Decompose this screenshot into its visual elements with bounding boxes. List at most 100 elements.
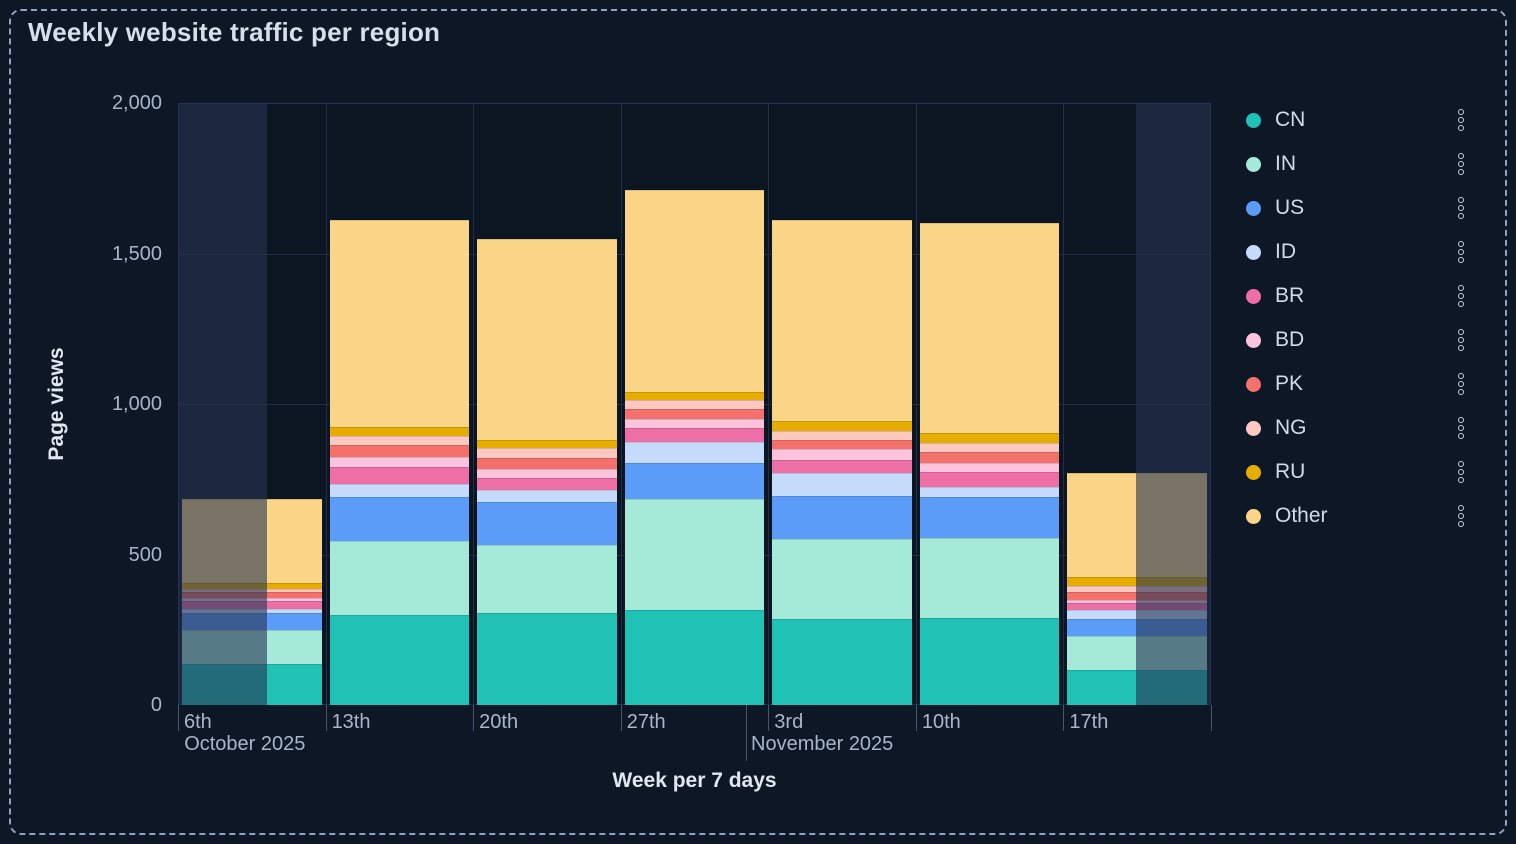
bar-segment-ru[interactable]	[477, 440, 617, 448]
bar-segment-ru[interactable]	[329, 426, 470, 436]
legend-item-ng[interactable]: NG	[1246, 406, 1464, 450]
legend-label: BD	[1275, 328, 1305, 351]
legend-item-pk[interactable]: PK	[1246, 362, 1464, 406]
bar-segment-ru[interactable]	[1067, 577, 1207, 587]
bar-segment-in[interactable]	[477, 545, 617, 614]
bar-week-6th[interactable]	[182, 498, 322, 705]
bar-segment-ng[interactable]	[919, 443, 1060, 453]
bar-segment-br[interactable]	[624, 428, 765, 442]
bar-segment-cn[interactable]	[477, 613, 617, 705]
bar-week-10th[interactable]	[919, 223, 1060, 705]
bar-segment-us[interactable]	[772, 495, 912, 540]
bar-segment-ru[interactable]	[919, 432, 1060, 444]
legend-dot	[1246, 376, 1261, 392]
bar-segment-id[interactable]	[1067, 610, 1207, 620]
bar-segment-bd[interactable]	[772, 449, 912, 460]
drag-handle-icon[interactable]	[1458, 417, 1464, 439]
x-axis-tick	[325, 705, 327, 731]
bar-segment-cn[interactable]	[624, 610, 765, 705]
bar-segment-ru[interactable]	[624, 392, 765, 400]
legend-item-in[interactable]: IN	[1246, 142, 1464, 186]
legend-item-other[interactable]: Other	[1246, 494, 1464, 538]
bar-segment-other[interactable]	[329, 220, 470, 427]
bar-segment-bd[interactable]	[477, 468, 617, 478]
drag-handle-icon[interactable]	[1458, 373, 1464, 395]
bar-segment-bd[interactable]	[329, 456, 470, 468]
bar-segment-pk[interactable]	[329, 444, 470, 457]
bar-segment-pk[interactable]	[624, 408, 765, 420]
drag-handle-icon[interactable]	[1458, 109, 1464, 131]
bar-segment-pk[interactable]	[477, 458, 617, 469]
legend-item-br[interactable]: BR	[1246, 274, 1464, 318]
legend-label: PK	[1275, 372, 1304, 395]
bar-segment-br[interactable]	[1067, 602, 1207, 611]
bar-segment-other[interactable]	[919, 223, 1060, 433]
bar-week-20th[interactable]	[477, 238, 617, 705]
drag-handle-icon[interactable]	[1458, 505, 1464, 527]
legend-label: RU	[1275, 460, 1306, 483]
legend-dot	[1246, 508, 1261, 524]
bar-segment-br[interactable]	[772, 459, 912, 474]
legend-dot	[1246, 200, 1261, 216]
bar-segment-us[interactable]	[477, 501, 617, 546]
bar-segment-id[interactable]	[919, 486, 1060, 498]
bar-segment-ng[interactable]	[624, 399, 765, 409]
legend-item-ru[interactable]: RU	[1246, 450, 1464, 494]
bar-segment-br[interactable]	[182, 601, 322, 609]
bar-segment-pk[interactable]	[1067, 592, 1207, 600]
bar-week-17th[interactable]	[1067, 473, 1207, 705]
bar-segment-other[interactable]	[1067, 473, 1207, 578]
bar-segment-cn[interactable]	[1067, 670, 1207, 705]
bar-segment-br[interactable]	[477, 477, 617, 490]
bar-segment-in[interactable]	[772, 539, 912, 620]
bar-segment-id[interactable]	[477, 489, 617, 502]
legend-label: US	[1275, 196, 1305, 219]
bar-segment-pk[interactable]	[919, 452, 1060, 463]
bar-segment-us[interactable]	[182, 613, 322, 630]
legend-item-bd[interactable]: BD	[1246, 318, 1464, 362]
bar-segment-other[interactable]	[477, 238, 617, 441]
bar-segment-other[interactable]	[624, 190, 765, 393]
bar-segment-in[interactable]	[329, 540, 470, 615]
bar-segment-in[interactable]	[182, 629, 322, 665]
bar-segment-ng[interactable]	[772, 431, 912, 441]
bar-segment-in[interactable]	[624, 498, 765, 611]
drag-handle-icon[interactable]	[1458, 461, 1464, 483]
bar-segment-other[interactable]	[182, 498, 322, 584]
bar-segment-cn[interactable]	[772, 619, 912, 705]
bar-segment-cn[interactable]	[919, 617, 1060, 705]
drag-handle-icon[interactable]	[1458, 153, 1464, 175]
legend-item-id[interactable]: ID	[1246, 230, 1464, 274]
x-tick-label: 10th	[921, 711, 961, 733]
bar-segment-in[interactable]	[919, 537, 1060, 618]
bar-segment-us[interactable]	[624, 462, 765, 499]
bar-segment-id[interactable]	[772, 473, 912, 496]
bar-segment-in[interactable]	[1067, 635, 1207, 671]
bar-segment-id[interactable]	[329, 483, 470, 498]
bar-segment-cn[interactable]	[182, 664, 322, 705]
bar-segment-br[interactable]	[329, 467, 470, 484]
bar-week-27th[interactable]	[624, 190, 765, 705]
bar-segment-us[interactable]	[1067, 619, 1207, 636]
bar-segment-ng[interactable]	[477, 447, 617, 459]
legend-item-cn[interactable]: CN	[1246, 98, 1464, 142]
bar-segment-br[interactable]	[919, 471, 1060, 487]
drag-handle-icon[interactable]	[1458, 285, 1464, 307]
bar-week-13th[interactable]	[329, 220, 470, 705]
bar-segment-us[interactable]	[329, 497, 470, 541]
bar-segment-bd[interactable]	[919, 462, 1060, 472]
bar-segment-pk[interactable]	[772, 440, 912, 450]
bar-segment-bd[interactable]	[624, 419, 765, 429]
gridline-vertical	[768, 103, 770, 705]
drag-handle-icon[interactable]	[1458, 197, 1464, 219]
legend-item-us[interactable]: US	[1246, 186, 1464, 230]
drag-handle-icon[interactable]	[1458, 241, 1464, 263]
bar-segment-cn[interactable]	[329, 614, 470, 705]
bar-segment-us[interactable]	[919, 497, 1060, 538]
bar-segment-other[interactable]	[772, 220, 912, 421]
bar-segment-ng[interactable]	[329, 435, 470, 445]
drag-handle-icon[interactable]	[1458, 329, 1464, 351]
bar-segment-ru[interactable]	[772, 420, 912, 432]
bar-segment-id[interactable]	[624, 441, 765, 463]
bar-week-3rd[interactable]	[772, 220, 912, 705]
